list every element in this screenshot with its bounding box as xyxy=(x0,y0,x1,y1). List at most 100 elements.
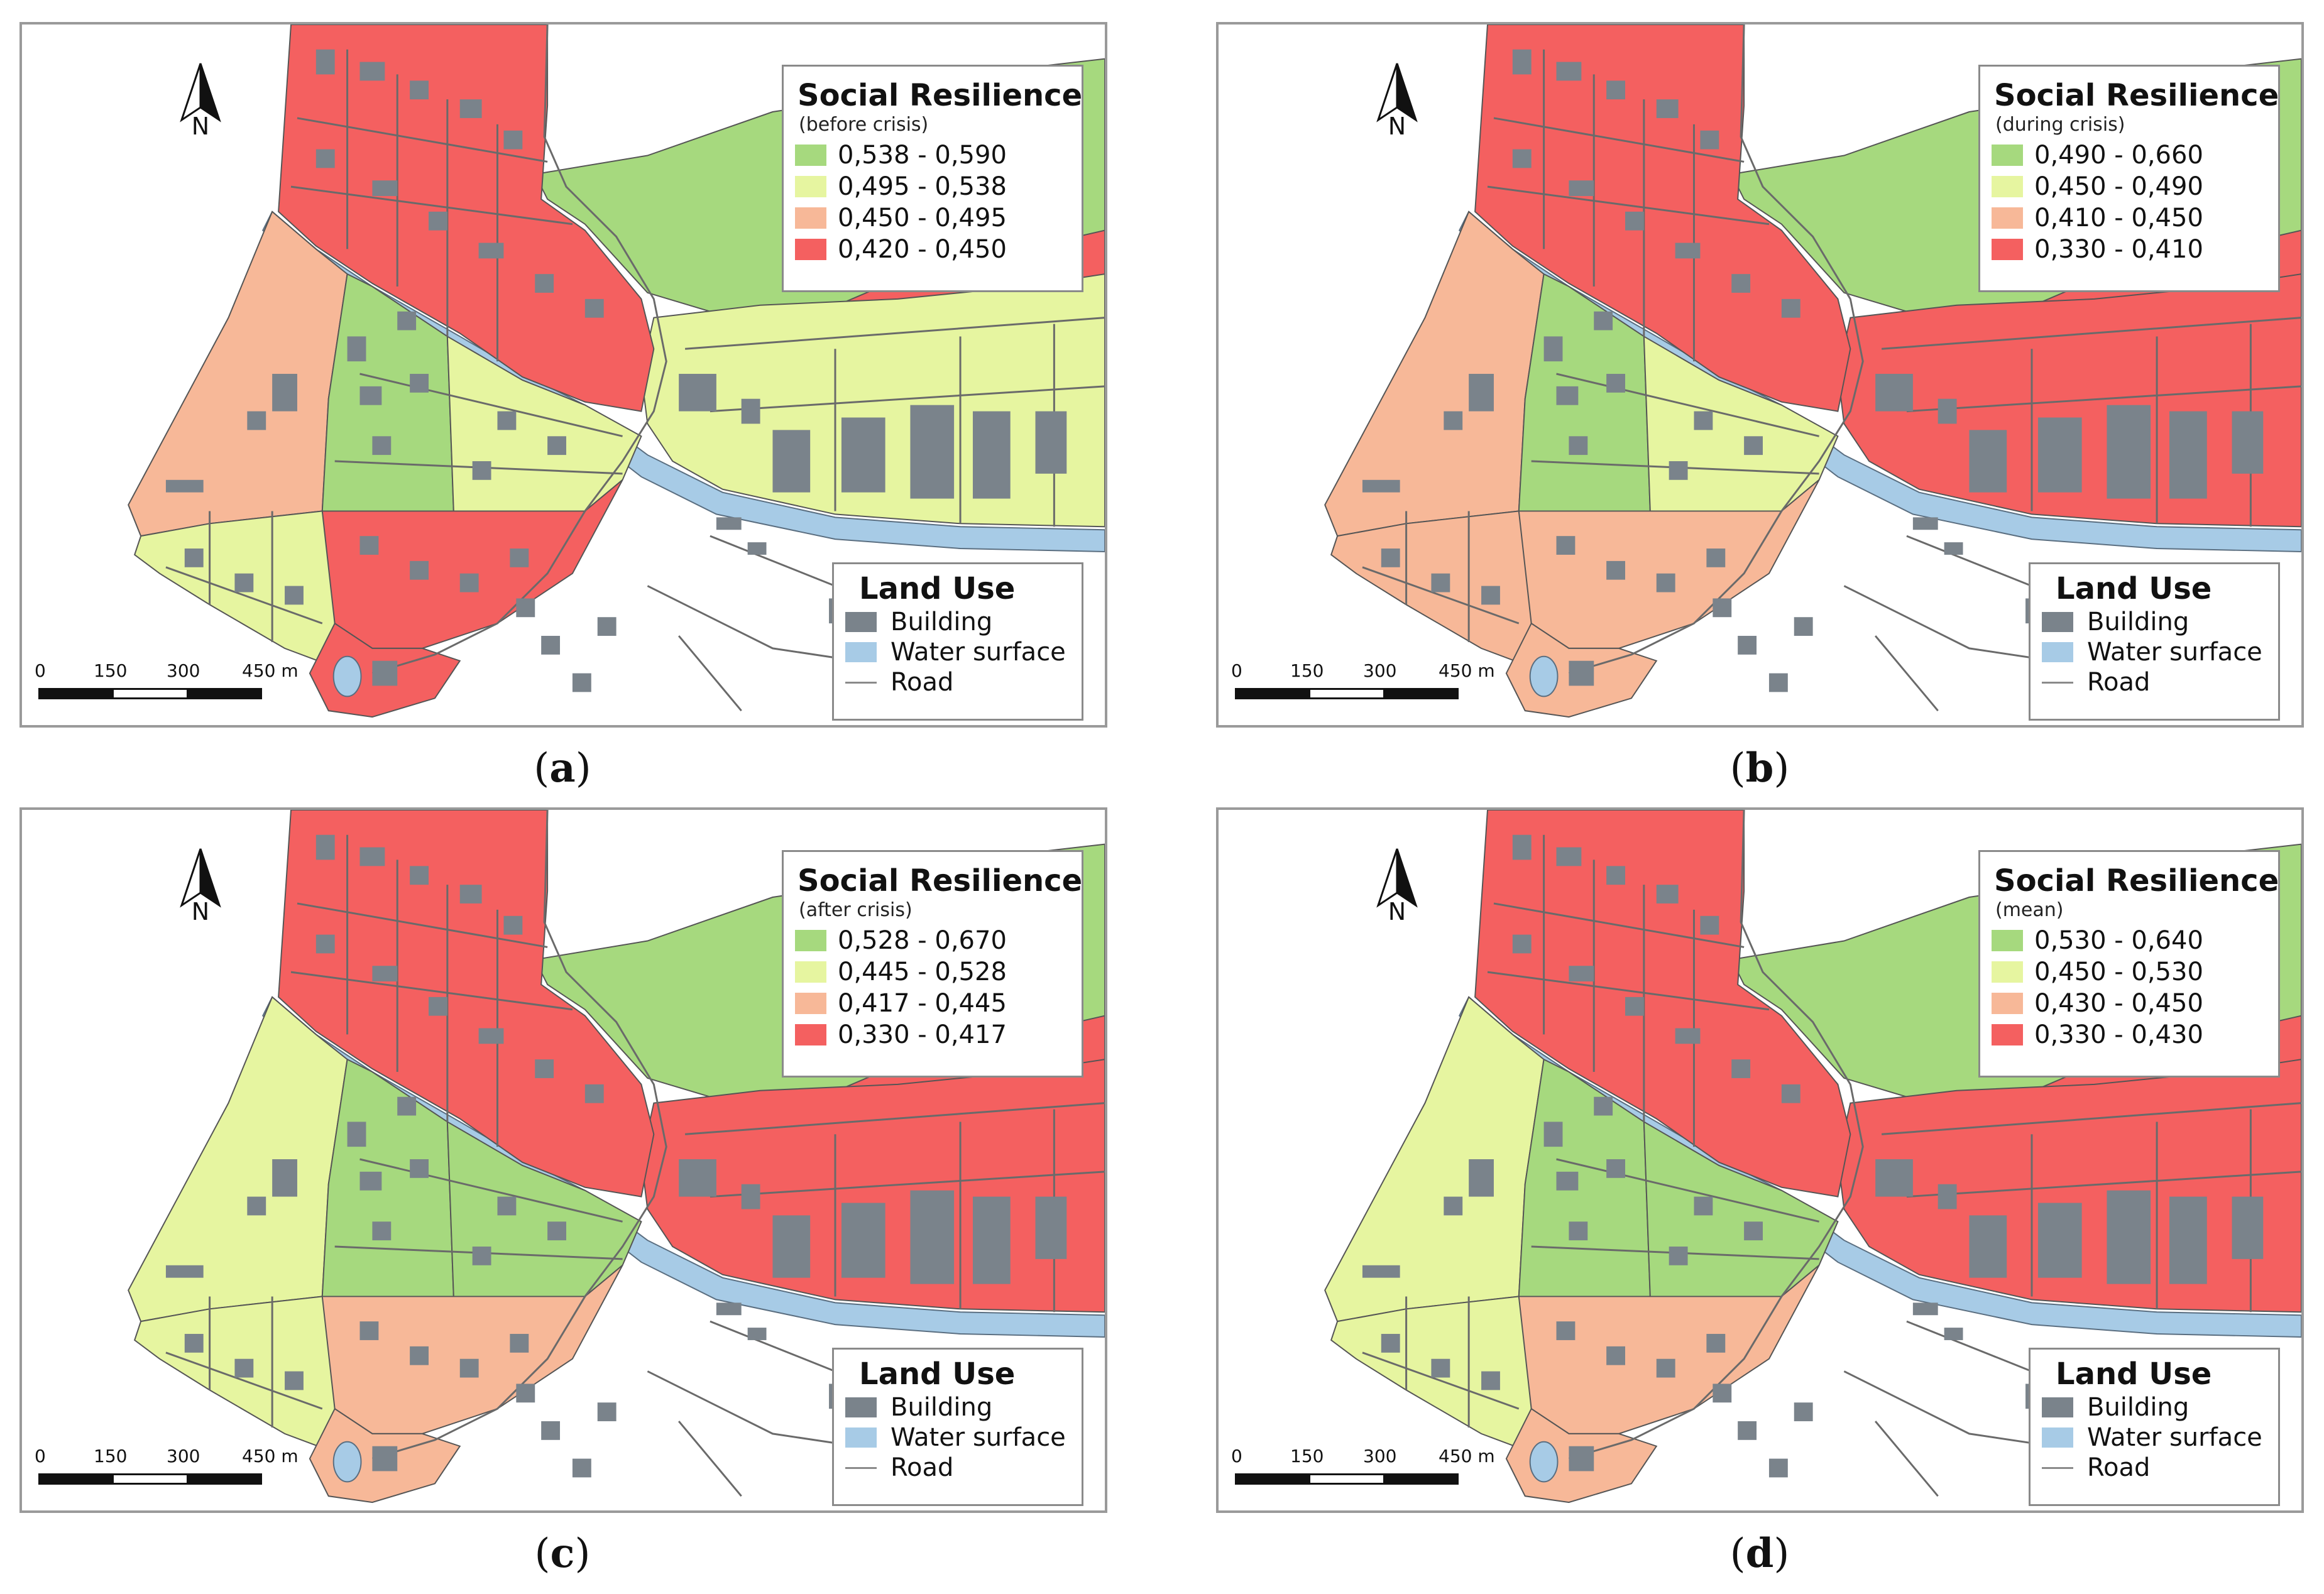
legend-class-label: 0,330 - 0,410 xyxy=(2034,235,2203,264)
legend-swatch xyxy=(795,1024,826,1045)
legend-class-4: 0,330 - 0,430 xyxy=(1992,1019,2278,1051)
scale-tick: 300 xyxy=(1363,1446,1397,1466)
lake xyxy=(1529,655,1559,697)
scale-tick: 450 m xyxy=(1439,660,1495,681)
legend-class-label: 0,445 - 0,528 xyxy=(838,958,1007,986)
scale-tick: 300 xyxy=(167,1446,200,1466)
water-swatch xyxy=(2042,642,2073,662)
legend-swatch xyxy=(795,207,826,229)
land-use-label: Road xyxy=(891,1453,954,1482)
scale-tick: 150 xyxy=(1290,660,1324,681)
legend-class-2: 0,450 - 0,490 xyxy=(1992,171,2278,202)
buildings xyxy=(1362,49,2264,692)
legend-swatch xyxy=(1992,207,2023,229)
north-arrow-icon xyxy=(180,63,221,123)
legend-swatch xyxy=(795,145,826,166)
legend-title: Social Resilience xyxy=(798,78,1083,113)
legend-class-label: 0,330 - 0,430 xyxy=(2034,1020,2203,1049)
legend-class-3: 0,430 - 0,450 xyxy=(1992,988,2278,1019)
legend-swatch xyxy=(795,993,826,1014)
land-use-road: Road xyxy=(845,1453,1082,1483)
zone-north xyxy=(278,25,655,412)
land-use-label: Road xyxy=(2087,1453,2151,1482)
building-swatch xyxy=(2042,612,2073,632)
land-use-road: Road xyxy=(2042,667,2278,697)
water-swatch xyxy=(845,1428,877,1448)
legend-class-label: 0,450 - 0,490 xyxy=(2034,172,2203,201)
legend-class-1: 0,528 - 0,670 xyxy=(795,925,1082,956)
scale-tick: 150 xyxy=(1290,1446,1324,1466)
legend-class-label: 0,410 - 0,450 xyxy=(2034,204,2203,232)
land-use-legend: Land Use Building Water surface Road xyxy=(832,562,1083,721)
north-label: N xyxy=(191,112,210,140)
social-resilience-legend: Social Resilience (during crisis) 0,490 … xyxy=(1978,65,2280,292)
legend-class-4: 0,330 - 0,410 xyxy=(1992,234,2278,265)
scale-tick: 0 xyxy=(1231,660,1242,681)
land-use-label: Building xyxy=(891,1393,993,1422)
legend-class-label: 0,528 - 0,670 xyxy=(838,926,1007,955)
land-use-building: Building xyxy=(845,607,1082,637)
scale-tick: 300 xyxy=(1363,660,1397,681)
legend-swatch xyxy=(795,176,826,197)
legend-subtitle: (before crisis) xyxy=(799,114,929,136)
land-use-title: Land Use xyxy=(859,571,1016,606)
land-use-label: Building xyxy=(891,608,993,636)
buildings xyxy=(165,834,1067,1478)
north-label: N xyxy=(1388,112,1406,140)
scale-tick: 450 m xyxy=(242,660,299,681)
scale-bar-graphic xyxy=(1235,1473,1459,1485)
scale-tick: 0 xyxy=(1231,1446,1242,1466)
social-resilience-legend: Social Resilience (mean) 0,530 - 0,640 0… xyxy=(1978,850,2280,1078)
zone-west xyxy=(1324,210,1545,537)
land-use-legend: Land Use Building Water surface Road xyxy=(2029,562,2280,721)
legend-class-1: 0,538 - 0,590 xyxy=(795,139,1082,171)
land-use-label: Building xyxy=(2087,1393,2190,1422)
legend-class-1: 0,490 - 0,660 xyxy=(1992,139,2278,171)
land-use-water: Water surface xyxy=(2042,1422,2278,1453)
map-panel-c: N Social Resilience (after crisis) 0,528… xyxy=(19,807,1107,1513)
zone-north xyxy=(1474,25,1851,412)
land-use-building: Building xyxy=(2042,1392,2278,1422)
building-swatch xyxy=(2042,1397,2073,1417)
land-use-label: Water surface xyxy=(2087,1423,2262,1452)
land-use-water: Water surface xyxy=(845,1422,1082,1453)
legend-class-2: 0,450 - 0,530 xyxy=(1992,956,2278,988)
zone-west xyxy=(1324,996,1545,1323)
land-use-building: Building xyxy=(2042,607,2278,637)
legend-swatch xyxy=(1992,145,2023,166)
scale-bar: 0 150 300 450 m xyxy=(1226,660,1553,711)
legend-subtitle: (mean) xyxy=(1995,899,2064,921)
building-swatch xyxy=(845,612,877,632)
road-swatch xyxy=(845,681,877,684)
road-swatch xyxy=(2042,681,2073,684)
land-use-building: Building xyxy=(845,1392,1082,1422)
legend-class-label: 0,490 - 0,660 xyxy=(2034,141,2203,170)
land-use-road: Road xyxy=(845,667,1082,697)
legend-subtitle: (after crisis) xyxy=(799,899,913,921)
land-use-label: Water surface xyxy=(891,638,1066,667)
legend-class-label: 0,430 - 0,450 xyxy=(2034,989,2203,1018)
legend-class-label: 0,450 - 0,495 xyxy=(838,204,1007,232)
map-canvas xyxy=(1324,25,2301,718)
legend-class-3: 0,450 - 0,495 xyxy=(795,202,1082,234)
land-use-road: Road xyxy=(2042,1453,2278,1483)
legend-swatch xyxy=(1992,1024,2023,1045)
road-swatch xyxy=(2042,1466,2073,1469)
legend-swatch xyxy=(1992,239,2023,260)
scale-tick: 300 xyxy=(167,660,200,681)
legend-title: Social Resilience xyxy=(798,863,1083,898)
roads xyxy=(1362,25,2301,712)
map-canvas xyxy=(128,810,1105,1504)
north-label: N xyxy=(191,898,210,925)
legend-swatch xyxy=(1992,961,2023,983)
scale-tick: 150 xyxy=(94,1446,128,1466)
scale-bar-graphic xyxy=(38,1473,262,1485)
legend-class-4: 0,330 - 0,417 xyxy=(795,1019,1082,1051)
lake xyxy=(332,655,362,697)
building-swatch xyxy=(845,1397,877,1417)
panel-caption-d: (d) xyxy=(1729,1530,1790,1577)
scale-bar-graphic xyxy=(1235,688,1459,699)
legend-swatch xyxy=(795,930,826,951)
north-arrow-icon xyxy=(1376,63,1418,123)
legend-class-2: 0,495 - 0,538 xyxy=(795,171,1082,202)
